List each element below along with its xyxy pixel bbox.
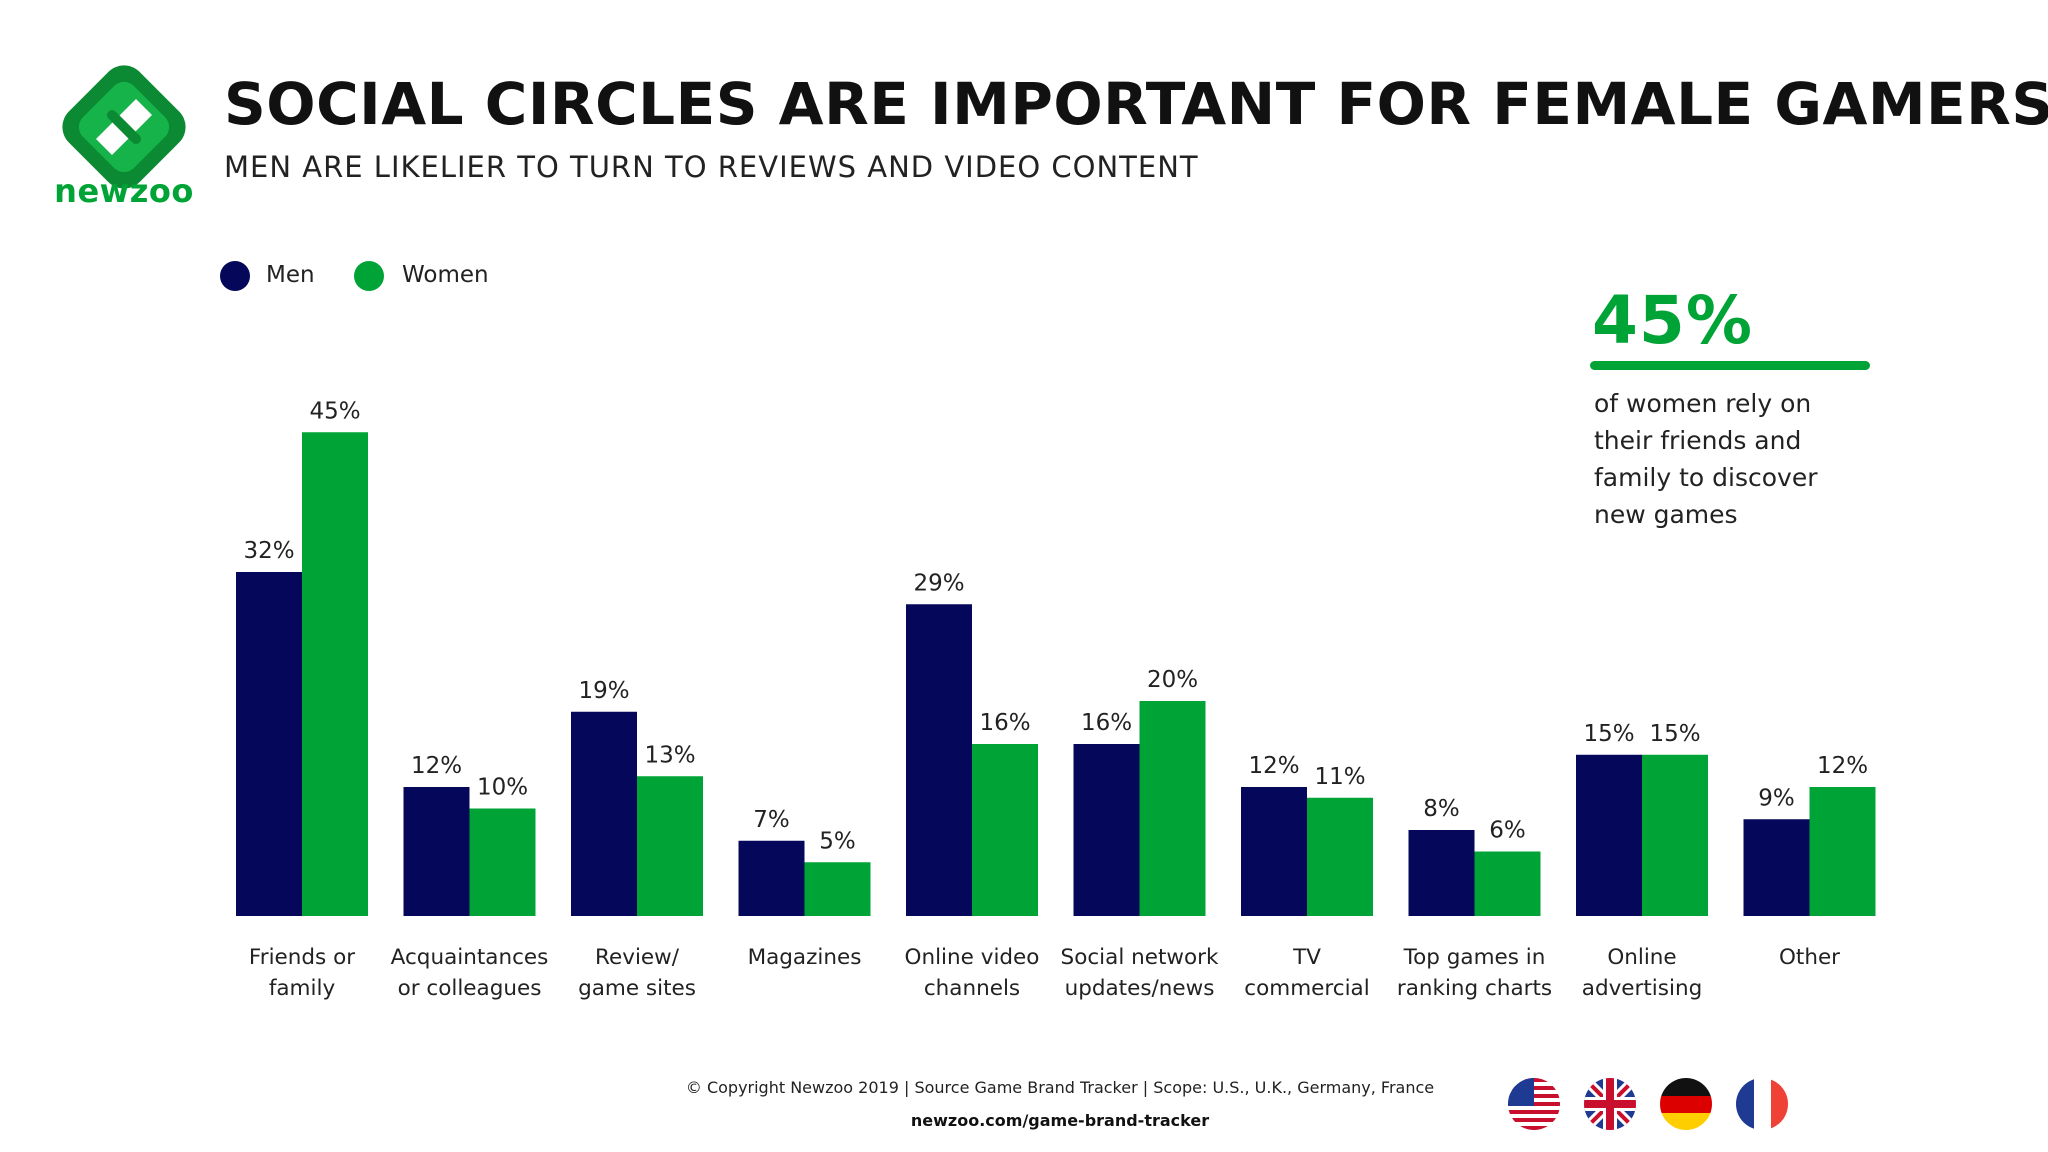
data-label-men-8: 15% — [1583, 721, 1634, 747]
chart-subtitle: MEN ARE LIKELIER TO TURN TO REVIEWS AND … — [224, 150, 1199, 184]
data-label-men-3: 7% — [753, 807, 790, 833]
data-label-women-0: 45% — [309, 398, 360, 424]
data-label-women-3: 5% — [819, 828, 856, 854]
category-label-line: Review/ — [595, 945, 679, 970]
bar-men-9 — [1743, 819, 1810, 916]
bar-men-8 — [1576, 754, 1642, 916]
data-label-women-7: 6% — [1489, 818, 1526, 844]
legend-men-label: Men — [266, 262, 315, 288]
callout-divider — [1590, 361, 1870, 370]
category-label-line: Top games in — [1403, 945, 1546, 970]
data-label-men-0: 32% — [243, 538, 294, 564]
legend-women-swatch — [354, 261, 384, 291]
category-label-line: Online — [1607, 945, 1677, 970]
brand-name: newzoo — [54, 172, 194, 210]
footer-url[interactable]: newzoo.com/game-brand-tracker — [910, 1111, 1210, 1130]
copyright-text: © Copyright Newzoo 2019 | Source Game Br… — [685, 1078, 1435, 1097]
legend-men-swatch — [220, 261, 250, 291]
bar-women-8 — [1642, 754, 1708, 916]
category-label-line: ranking charts — [1396, 976, 1553, 1001]
data-label-men-6: 12% — [1248, 753, 1299, 779]
bar-women-7 — [1474, 851, 1541, 916]
data-label-women-8: 15% — [1649, 721, 1700, 747]
category-label-line: channels — [923, 976, 1021, 1001]
category-label-line: updates/news — [1064, 976, 1215, 1001]
data-label-men-5: 16% — [1081, 710, 1132, 736]
callout-text: of women rely on their friends and famil… — [1594, 389, 1818, 529]
category-label-line: Friends or — [248, 945, 356, 970]
category-label-line: Online video — [904, 945, 1040, 970]
category-label-4: Online video channels — [888, 942, 1056, 1004]
data-label-women-9: 12% — [1817, 753, 1868, 779]
category-label-6: TV commercial — [1223, 942, 1391, 1004]
chart-title: SOCIAL CIRCLES ARE IMPORTANT FOR FEMALE … — [224, 70, 2048, 138]
france-flag-icon — [1736, 1078, 1788, 1130]
category-label-line: Acquaintances — [390, 945, 549, 970]
category-label-3: Magazines — [721, 942, 889, 973]
bar-women-5 — [1139, 701, 1206, 916]
category-label-7: Top games in ranking charts — [1391, 942, 1559, 1004]
bar-men-7 — [1408, 830, 1475, 916]
bar-men-4 — [906, 604, 972, 916]
category-label-0: Friends or family — [218, 942, 386, 1004]
category-label-line: or colleagues — [397, 976, 542, 1001]
callout-value: 45% — [1592, 282, 1753, 359]
category-label-9: Other — [1726, 942, 1894, 973]
bar-men-1 — [403, 787, 470, 916]
bar-women-3 — [804, 862, 871, 916]
data-label-women-2: 13% — [644, 742, 695, 768]
legend-women-label: Women — [402, 262, 489, 288]
category-label-line: commercial — [1244, 976, 1370, 1001]
data-label-women-6: 11% — [1314, 764, 1365, 790]
bar-women-2 — [637, 776, 703, 916]
category-label-line: Social network — [1060, 945, 1219, 970]
data-label-women-5: 20% — [1147, 667, 1198, 693]
bar-women-6 — [1307, 797, 1373, 916]
germany-flag-icon — [1660, 1078, 1712, 1130]
category-label-1: Acquaintances or colleagues — [386, 942, 554, 1004]
data-label-men-7: 8% — [1423, 796, 1460, 822]
category-label-line: family — [268, 976, 336, 1001]
category-label-8: Online advertising — [1558, 942, 1726, 1004]
bar-men-0 — [236, 572, 302, 916]
bar-women-0 — [302, 432, 368, 916]
uk-flag-icon — [1584, 1078, 1636, 1130]
category-label-line: Magazines — [747, 945, 862, 970]
data-label-men-4: 29% — [913, 570, 964, 596]
category-label-5: Social network updates/news — [1056, 942, 1224, 1004]
us-flag-icon — [1508, 1078, 1560, 1130]
bar-women-9 — [1809, 787, 1876, 916]
newzoo-logo-icon — [62, 65, 186, 189]
category-label-line: advertising — [1581, 976, 1703, 1001]
category-label-2: Review/game sites — [553, 942, 721, 1004]
data-label-men-2: 19% — [578, 678, 629, 704]
category-label-line: Other — [1778, 945, 1841, 970]
data-label-women-4: 16% — [979, 710, 1030, 736]
bar-men-5 — [1073, 744, 1140, 916]
category-label-line: game sites — [578, 976, 696, 1001]
bar-women-1 — [469, 808, 536, 916]
category-label-line: TV — [1293, 945, 1321, 970]
data-label-women-1: 10% — [477, 775, 528, 801]
bar-men-2 — [571, 711, 637, 916]
bar-men-6 — [1241, 787, 1307, 916]
data-label-men-9: 9% — [1758, 785, 1795, 811]
bar-men-3 — [738, 840, 805, 916]
data-label-men-1: 12% — [411, 753, 462, 779]
bar-women-4 — [972, 744, 1038, 916]
